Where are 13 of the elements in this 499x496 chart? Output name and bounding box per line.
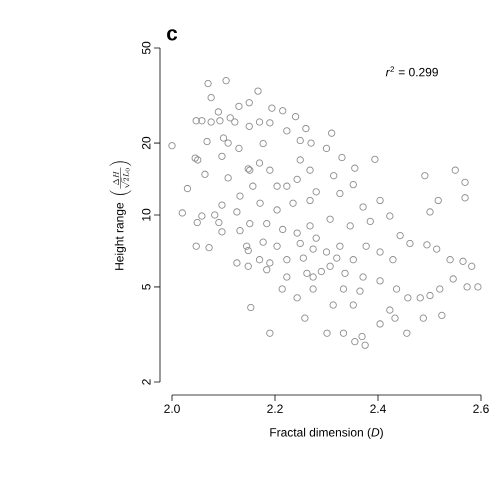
annotation: r$^{2}$ = 0.299: [386, 66, 438, 76]
y-tick-label: 20: [142, 136, 150, 150]
y-tick-label: 5: [142, 284, 150, 290]
y-tick-label: 50: [142, 42, 150, 54]
y-tick-label: 10: [142, 208, 150, 221]
x-axis-title: Fractal dimension (D): [270, 428, 383, 439]
x-tick-label: 2.0: [164, 404, 180, 413]
x-tick-label: 2.2: [267, 404, 283, 413]
x-tick-label: 2.6: [473, 404, 489, 413]
y-axis-title: $\text{Height range }\left(\frac{\Delta H}{\sqrt{2}L_0}\right)$: [110, 161, 132, 270]
y-tick-label: 2: [142, 379, 150, 385]
x-tick-label: 2.4: [370, 404, 386, 413]
chart-title: c: [167, 29, 178, 40]
